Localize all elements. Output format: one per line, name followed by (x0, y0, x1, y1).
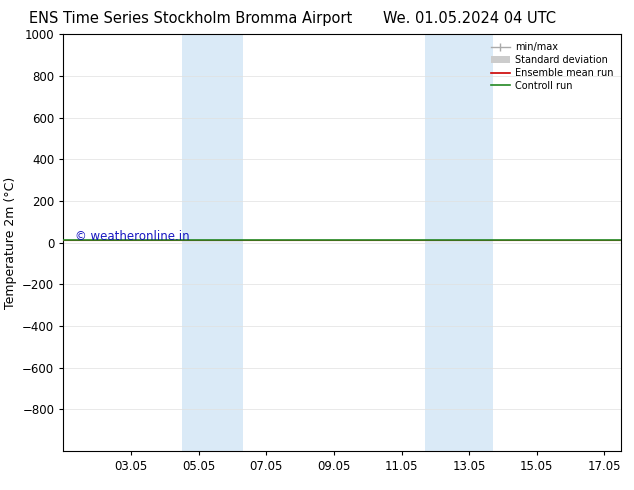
Legend: min/max, Standard deviation, Ensemble mean run, Controll run: min/max, Standard deviation, Ensemble me… (488, 39, 616, 94)
Bar (182, 34, 243, 451)
Text: We. 01.05.2024 04 UTC: We. 01.05.2024 04 UTC (383, 11, 555, 26)
Text: ENS Time Series Stockholm Bromma Airport: ENS Time Series Stockholm Bromma Airport (29, 11, 352, 26)
Y-axis label: Temperature 2m (°C): Temperature 2m (°C) (4, 176, 16, 309)
Text: © weatheronline.in: © weatheronline.in (75, 230, 189, 244)
Bar (425, 34, 493, 451)
